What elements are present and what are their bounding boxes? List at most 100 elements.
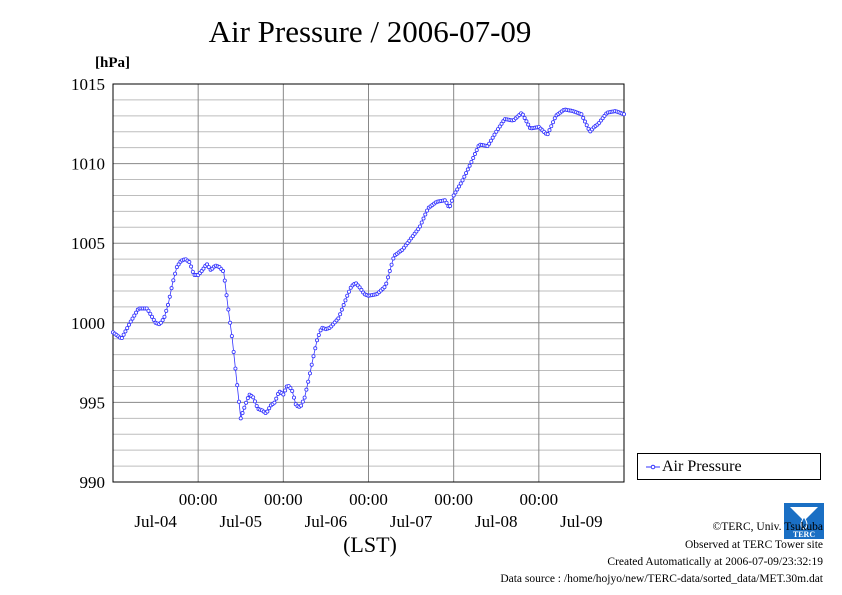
y-axis: 990 995 1000 1005 1010 1015: [71, 75, 105, 492]
data-point: [309, 362, 314, 367]
data-point: [306, 379, 311, 384]
data-point: [336, 316, 341, 321]
data-point: [299, 403, 304, 408]
data-point: [465, 167, 470, 172]
series-air-pressure: [111, 107, 627, 421]
data-point: [171, 278, 176, 283]
data-point: [579, 112, 584, 117]
chart-title: Air Pressure / 2006-07-09: [208, 14, 532, 49]
data-point: [315, 338, 320, 343]
data-point: [151, 317, 156, 322]
data-point: [464, 171, 469, 176]
data-point: [160, 318, 165, 323]
y-tick-label: 990: [80, 473, 106, 492]
data-point: [201, 266, 206, 271]
data-point: [307, 371, 312, 376]
data-point: [150, 314, 155, 319]
data-point: [582, 119, 587, 124]
data-point: [549, 124, 554, 129]
data-point: [245, 396, 250, 401]
data-point: [316, 333, 321, 338]
x-tick-label: 00:00: [519, 490, 558, 509]
data-point: [462, 174, 467, 179]
data-point: [119, 336, 124, 341]
data-point: [134, 310, 139, 315]
x-tick-label: 00:00: [434, 490, 473, 509]
data-point: [449, 198, 454, 203]
data-point: [173, 271, 178, 276]
data-point: [187, 260, 192, 265]
data-point: [359, 287, 364, 292]
credit-source: Data source : /home/hojyo/new/TERC-data/…: [500, 573, 823, 585]
data-point: [146, 308, 151, 313]
credit-copyright: ©TERC, Univ. Tsukuba: [712, 521, 823, 533]
legend: Air Pressure: [637, 453, 821, 480]
data-point: [272, 400, 277, 405]
data-point: [290, 388, 295, 393]
data-point: [291, 395, 296, 400]
data-point: [244, 400, 249, 405]
data-point: [421, 216, 426, 221]
data-point: [233, 366, 238, 371]
data-point: [242, 405, 247, 410]
data-point: [176, 262, 181, 267]
data-point: [123, 329, 128, 334]
data-point: [221, 269, 226, 274]
x-day-label: Jul-04: [134, 512, 177, 531]
data-point: [490, 135, 495, 140]
data-point: [622, 112, 627, 117]
data-point: [338, 312, 343, 317]
data-point: [552, 116, 557, 121]
data-point: [389, 262, 394, 267]
credit-site: Observed at TERC Tower site: [684, 539, 823, 551]
data-point: [166, 302, 171, 307]
data-point: [391, 256, 396, 261]
y-tick-label: 1000: [71, 314, 105, 333]
legend-marker-icon: [646, 464, 660, 470]
data-point: [222, 278, 227, 283]
data-point: [164, 308, 169, 313]
data-point: [240, 411, 245, 416]
data-point: [302, 395, 307, 400]
data-point: [345, 293, 350, 298]
data-point: [148, 311, 153, 316]
data-point: [121, 332, 126, 337]
data-point: [236, 399, 241, 404]
data-point: [229, 334, 234, 339]
data-point: [472, 152, 477, 157]
data-point: [467, 163, 472, 168]
x-tick-label: 00:00: [349, 490, 388, 509]
data-point: [206, 265, 211, 270]
data-point: [455, 187, 460, 192]
x-tick-label: 00:00: [179, 490, 218, 509]
data-point: [128, 319, 133, 324]
data-point: [419, 220, 424, 225]
data-point: [169, 286, 174, 291]
data-point: [126, 322, 131, 327]
data-point: [474, 148, 479, 153]
data-point: [167, 294, 172, 299]
data-point: [499, 121, 504, 126]
y-tick-label: 1005: [71, 234, 105, 253]
data-point: [224, 293, 229, 298]
data-point: [456, 184, 461, 189]
data-point: [281, 392, 286, 397]
terc-logo-icon: TERC: [784, 503, 824, 539]
data-point: [584, 123, 589, 128]
data-point: [130, 316, 135, 321]
data-point: [132, 313, 137, 318]
data-point: [492, 132, 497, 137]
data-point: [522, 115, 527, 120]
data-point: [416, 227, 421, 232]
data-point: [545, 132, 550, 137]
data-point: [254, 403, 259, 408]
data-point: [231, 349, 236, 354]
y-tick-label: 995: [80, 393, 106, 412]
data-point: [487, 141, 492, 146]
data-point: [425, 208, 430, 213]
data-point: [341, 303, 346, 308]
legend-label: Air Pressure: [662, 458, 742, 475]
data-point: [205, 262, 210, 267]
